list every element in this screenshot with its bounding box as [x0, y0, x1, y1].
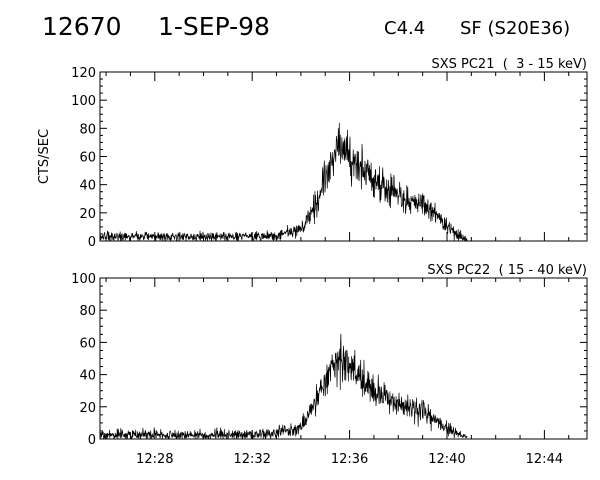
series-label: SXS PC21 ( 3 - 15 keV) [431, 57, 587, 72]
series-label: SXS PC22 ( 15 - 40 keV) [427, 263, 587, 278]
flare-class: C4.4 [384, 18, 426, 39]
y-tick-label: 60 [79, 336, 96, 351]
y-tick-label: 40 [79, 369, 96, 384]
event-number: 12670 [42, 12, 122, 41]
y-tick-label: 60 [79, 151, 96, 166]
y-axis-label: CTS/SEC [37, 129, 52, 184]
x-tick-label: 12:32 [233, 452, 270, 467]
x-tick-label: 12:44 [526, 452, 563, 467]
y-tick-label: 80 [79, 122, 96, 137]
x-tick-label: 12:28 [136, 452, 173, 467]
x-tick-label: 12:36 [331, 452, 368, 467]
chart-panel-pc21: 0 20 40 60 80 100 120 SXS PC21 ( 3 - 15 keV) CTS… [37, 57, 588, 250]
y-tick-label: 20 [79, 207, 96, 222]
plot-frame [99, 71, 588, 242]
flare-location: SF (S20E36) [460, 18, 571, 39]
y-tick-label: 20 [79, 401, 96, 416]
observation-date: 1-SEP-98 [158, 12, 270, 41]
y-tick-label: 100 [71, 94, 96, 109]
y-tick-label: 80 [79, 304, 96, 319]
y-tick-label: 0 [88, 235, 96, 250]
y-tick-label: 0 [88, 433, 96, 448]
y-tick-label: 40 [79, 179, 96, 194]
chart-panel-pc22: 0 20 40 60 80 100 12:28 12:32 12:36 12:40 12:44 SXS… [71, 263, 588, 467]
x-tick-label: 12:40 [428, 452, 465, 467]
y-tick-label: 100 [71, 272, 96, 287]
plot-frame [99, 277, 588, 440]
light-curve-line [99, 333, 468, 440]
y-tick-label: 120 [71, 66, 96, 81]
light-curve-line [99, 122, 468, 243]
